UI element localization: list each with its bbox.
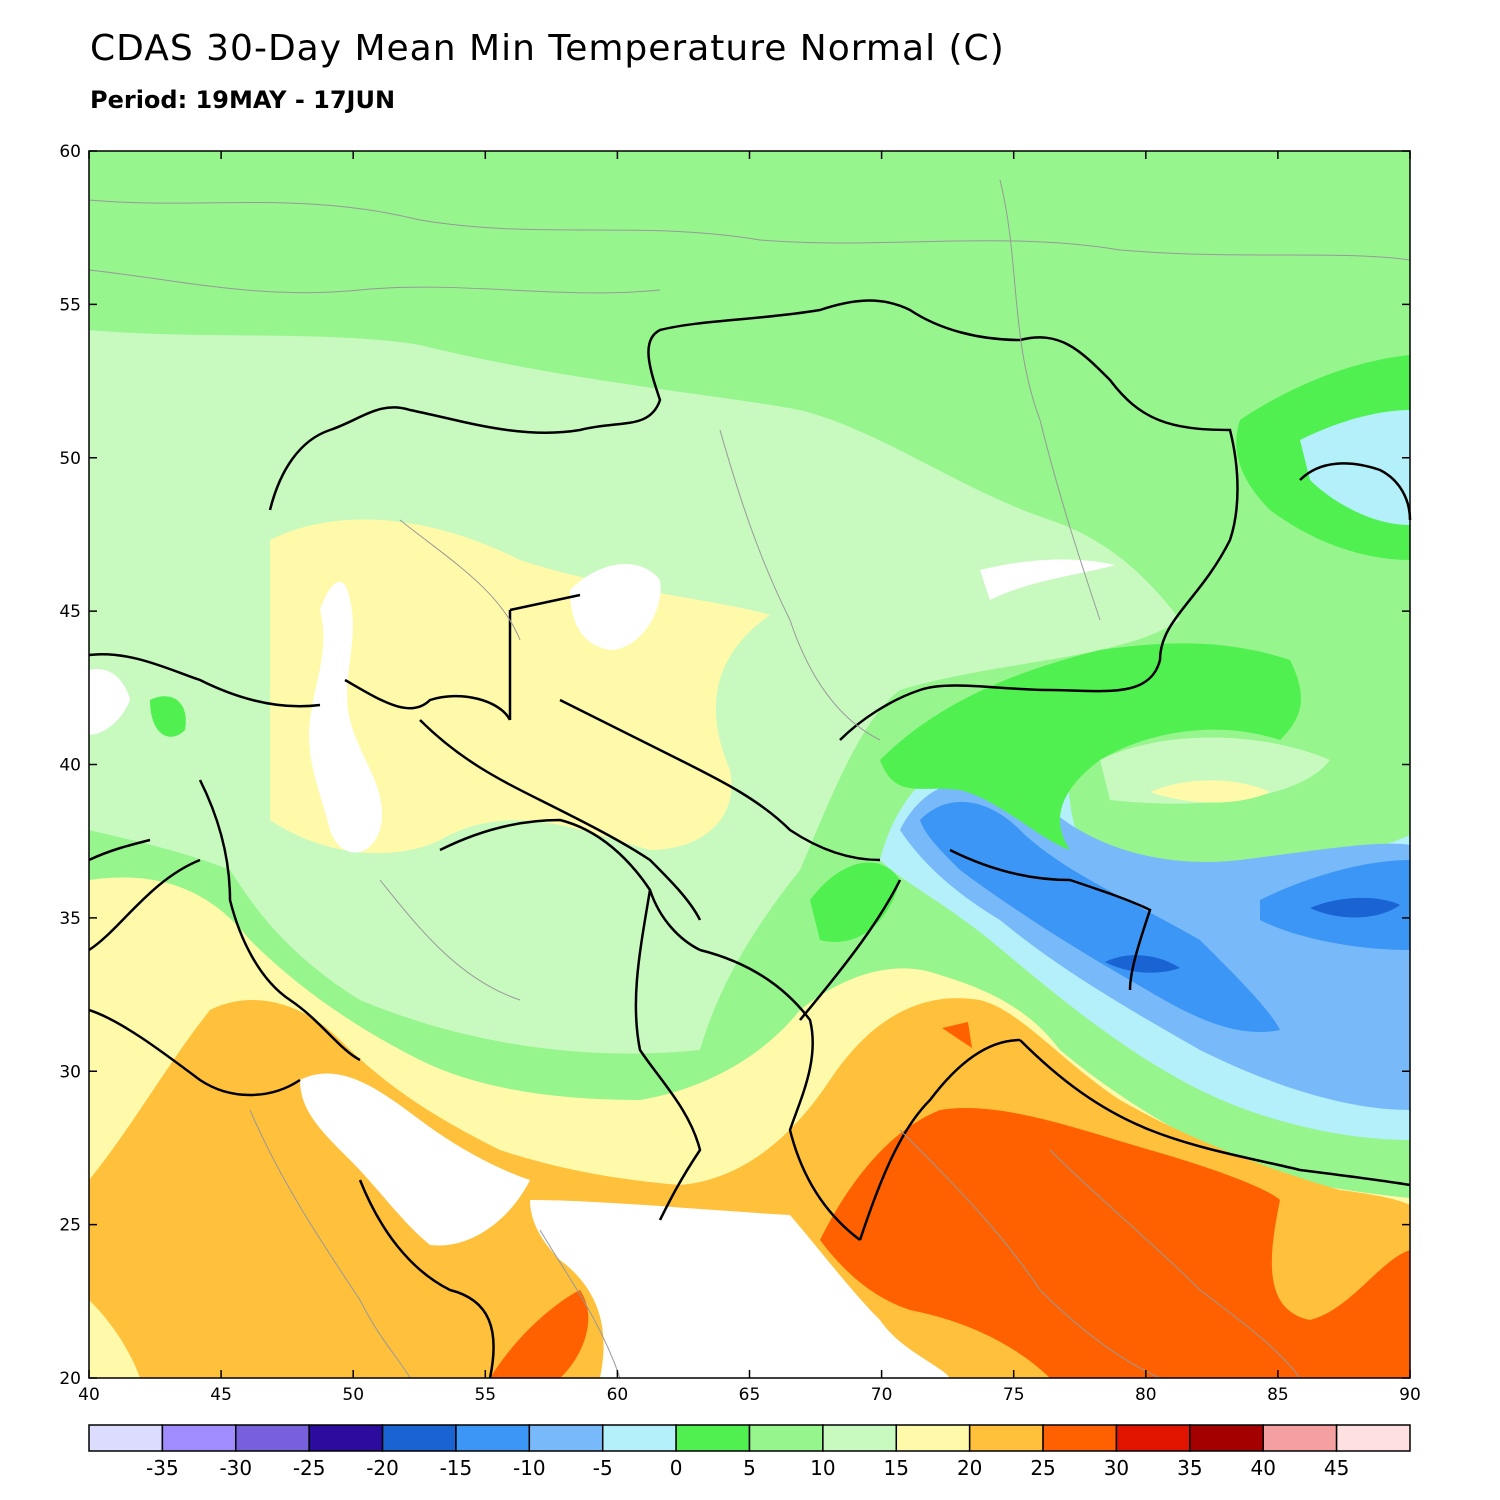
- legend-label: 0: [670, 1456, 683, 1480]
- legend-swatch: [161, 1424, 237, 1452]
- band-minus15-minus10: [920, 801, 1280, 1032]
- legend-label: 25: [1030, 1456, 1055, 1480]
- lon-tick-label: 80: [1135, 1385, 1157, 1405]
- legend-label: -10: [513, 1456, 546, 1480]
- band-0-5-caucasus: [150, 696, 186, 737]
- legend-label: -25: [293, 1456, 326, 1480]
- lon-tick-label: 55: [474, 1385, 496, 1405]
- legend-swatch: [895, 1424, 971, 1452]
- province-borders: [88, 179, 1411, 1379]
- legend-swatch: [455, 1424, 531, 1452]
- persian-gulf: [300, 1073, 530, 1246]
- legend-swatch: [968, 1424, 1044, 1452]
- map-subtitle: Period: 19MAY - 17JUN: [90, 86, 396, 114]
- legend-label: 45: [1324, 1456, 1349, 1480]
- black-sea: [89, 669, 130, 735]
- lat-tick-label: 50: [59, 449, 81, 469]
- legend-swatch: [88, 1424, 164, 1452]
- legend-swatch: [822, 1424, 898, 1452]
- lat-tick-label: 55: [59, 295, 81, 315]
- legend-label: -35: [146, 1456, 179, 1480]
- lat-tick-label: 25: [59, 1216, 81, 1236]
- lat-tick-label: 20: [59, 1369, 81, 1389]
- band-15-20-yemen: [89, 1300, 140, 1378]
- lat-tick-label: 60: [59, 142, 81, 162]
- map-title: CDAS 30-Day Mean Min Temperature Normal …: [90, 28, 1005, 69]
- band-25-30-patch: [942, 1022, 972, 1048]
- lake-balkhash: [980, 559, 1115, 600]
- lat-tick-label: 40: [59, 756, 81, 776]
- legend-swatch: [601, 1424, 677, 1452]
- lat-tick-label: 35: [59, 909, 81, 929]
- country-borders: [88, 299, 1412, 1379]
- lon-tick-label: 75: [1003, 1385, 1025, 1405]
- legend-label: 30: [1104, 1456, 1129, 1480]
- lon-tick-label: 90: [1399, 1385, 1421, 1405]
- lon-tick-label: 70: [871, 1385, 893, 1405]
- band-25-30-india: [820, 1108, 1410, 1378]
- band-minus20-minus15-east: [1310, 897, 1400, 918]
- lon-tick-label: 65: [739, 1385, 761, 1405]
- legend-swatch: [1189, 1424, 1264, 1452]
- lat-tick-label: 30: [59, 1062, 81, 1082]
- band-15-20-tarim-core: [1150, 780, 1270, 803]
- legend-swatch: [675, 1424, 751, 1452]
- legend-label: 15: [884, 1456, 909, 1480]
- band-25-30-oman: [490, 1290, 589, 1378]
- lon-tick-label: 60: [607, 1385, 629, 1405]
- lon-tick-label: 40: [78, 1385, 100, 1405]
- legend-swatch: [748, 1424, 824, 1452]
- legend-swatch: [235, 1424, 310, 1452]
- legend-swatch: [308, 1424, 384, 1452]
- legend-label: 40: [1250, 1456, 1275, 1480]
- legend-label: 5: [743, 1456, 756, 1480]
- axis-ticks: 40 45 50 55 60 65 70 75 80 85 90 20 25 30 35 40 45 50 55 60: [59, 142, 1420, 1405]
- lon-tick-label: 85: [1267, 1385, 1289, 1405]
- band-0-5-hindukush: [810, 862, 900, 942]
- legend-swatch: [381, 1424, 457, 1452]
- lon-tick-label: 45: [210, 1385, 232, 1405]
- arabian-sea: [530, 1200, 950, 1378]
- temperature-fill: [89, 151, 1410, 1378]
- legend-label: 20: [957, 1456, 982, 1480]
- color-legend: -35 -30 -25 -20 -15 -10 -5 0 5 10 15 20 25 30 35 40 45: [88, 1424, 1411, 1480]
- band-minus5-0-altai: [1300, 410, 1410, 525]
- legend-swatch: [528, 1424, 604, 1452]
- aral-sea: [570, 563, 661, 650]
- band-minus20-minus15-center: [1105, 955, 1180, 973]
- lon-tick-label: 50: [342, 1385, 364, 1405]
- legend-swatch: [1262, 1424, 1338, 1452]
- legend-label: -20: [366, 1456, 399, 1480]
- caspian-sea: [309, 581, 383, 853]
- legend-swatch: [1115, 1424, 1191, 1452]
- lat-tick-label: 45: [59, 602, 81, 622]
- band-0-5-tianshan: [880, 643, 1301, 850]
- legend-swatch: [1335, 1424, 1411, 1452]
- legend-label: -5: [593, 1456, 613, 1480]
- legend-label: -30: [219, 1456, 252, 1480]
- legend-label: -15: [440, 1456, 473, 1480]
- legend-label: 35: [1177, 1456, 1202, 1480]
- band-10-15-tarim: [1100, 737, 1330, 804]
- legend-swatch: [1042, 1424, 1118, 1452]
- legend-label: 10: [810, 1456, 835, 1480]
